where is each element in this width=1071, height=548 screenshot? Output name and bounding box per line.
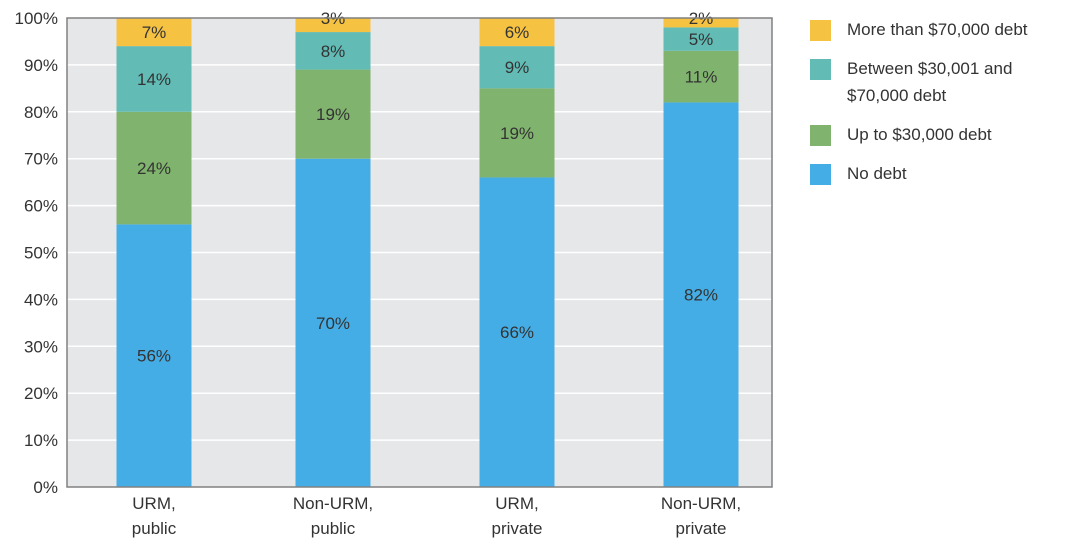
data-label: 5%: [689, 30, 714, 49]
legend-label: No debt: [847, 164, 907, 183]
y-tick-label: 50%: [24, 244, 58, 263]
bar-segment: [295, 69, 371, 159]
y-tick-label: 30%: [24, 337, 58, 356]
legend-swatch: [810, 59, 831, 80]
data-label: 24%: [137, 159, 171, 178]
y-tick-label: 60%: [24, 197, 58, 216]
legend-label: More than $70,000 debt: [847, 20, 1028, 39]
legend-swatch: [810, 164, 831, 185]
bar-segment: [663, 27, 739, 51]
data-label: 8%: [321, 42, 346, 61]
data-label: 56%: [137, 347, 171, 366]
data-label: 70%: [316, 314, 350, 333]
data-labels: 56%24%14%7%70%19%8%3%66%19%9%6%82%11%5%2…: [137, 9, 718, 366]
x-category-label: URM, private: [491, 494, 542, 538]
bar-segment: [295, 158, 371, 487]
bar-segment: [479, 18, 555, 47]
bar-segment: [663, 102, 739, 488]
bar-segment: [663, 18, 739, 28]
y-tick-label: 40%: [24, 290, 58, 309]
data-label: 14%: [137, 70, 171, 89]
data-label: 66%: [500, 323, 534, 342]
y-tick-label: 90%: [24, 56, 58, 75]
data-label: 82%: [684, 286, 718, 305]
y-tick-label: 10%: [24, 431, 58, 450]
data-label: 19%: [500, 124, 534, 143]
legend-swatch: [810, 125, 831, 146]
legend-item: Between $30,001 and $70,000 debt: [810, 57, 1070, 109]
y-tick-label: 20%: [24, 384, 58, 403]
bar-segment: [116, 224, 192, 488]
y-tick-label: 70%: [24, 150, 58, 169]
legend-swatch: [810, 20, 831, 41]
bar-segment: [295, 18, 371, 33]
data-label: 11%: [685, 68, 718, 87]
bar-segment: [479, 177, 555, 487]
bars: [116, 18, 739, 488]
y-axis-tick-labels: 0% 10% 20% 30% 40% 50% 60% 70% 80% 90% 100%: [15, 9, 58, 497]
bar-segment: [479, 88, 555, 178]
bar-segment: [116, 46, 192, 112]
legend-item: More than $70,000 debt: [810, 18, 1070, 43]
y-tick-label: 80%: [24, 103, 58, 122]
y-tick-label: 100%: [15, 9, 58, 28]
bar-segment: [663, 50, 739, 103]
data-label: 19%: [316, 105, 350, 124]
x-axis-category-labels: URM, public Non-URM, public URM, private Non-U…: [132, 494, 741, 538]
legend-item: No debt: [810, 162, 1070, 187]
bar-segment: [295, 32, 371, 70]
bar-segment: [116, 111, 192, 225]
legend: More than $70,000 debt Between $30,001 an…: [810, 18, 1070, 201]
data-label: 9%: [505, 58, 530, 77]
data-label: 6%: [505, 23, 530, 42]
legend-label: Up to $30,000 debt: [847, 125, 992, 144]
bar-segment: [479, 46, 555, 89]
x-category-label: URM, public: [132, 494, 177, 538]
x-category-label: Non-URM, public: [293, 494, 373, 538]
y-tick-label: 0%: [33, 478, 58, 497]
legend-item: Up to $30,000 debt: [810, 123, 1070, 148]
bar-segment: [116, 18, 192, 47]
data-label: 7%: [142, 23, 167, 42]
plot-border: [66, 17, 773, 488]
x-category-label: Non-URM, private: [661, 494, 741, 538]
legend-label: Between $30,001 and $70,000 debt: [847, 59, 1013, 105]
